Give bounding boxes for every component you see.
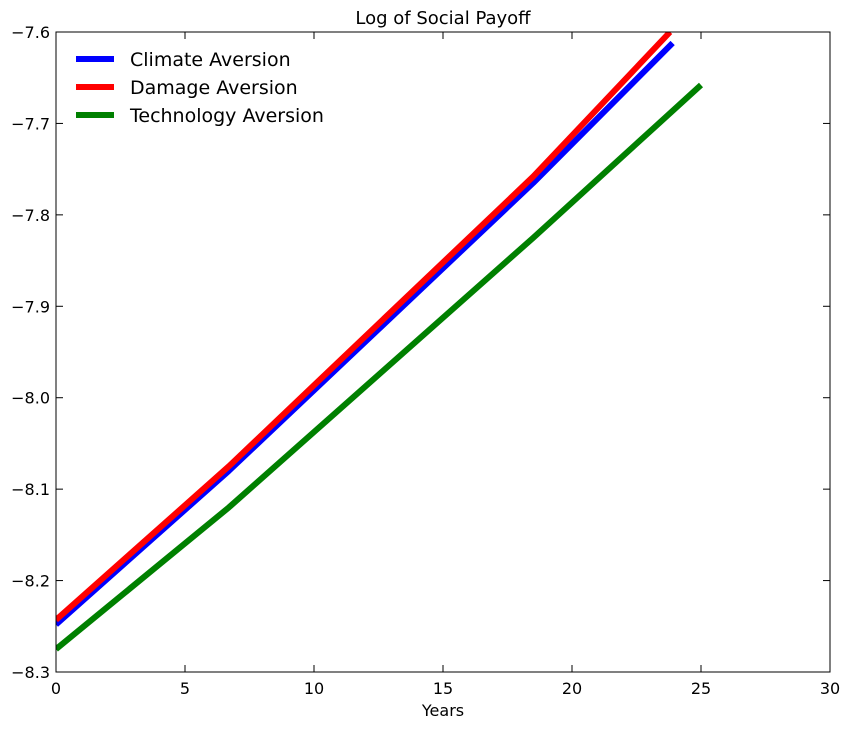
plot-area — [55, 31, 831, 673]
y-tick-label: −8.3 — [11, 663, 50, 682]
legend-label-1: Climate Aversion — [130, 49, 291, 71]
x-tick-label: 15 — [433, 679, 453, 698]
x-tick-label: 0 — [51, 679, 61, 698]
legend: Climate Aversion Damage Aversion Technolog… — [76, 49, 324, 127]
y-tick-label: −8.0 — [11, 389, 50, 408]
legend-label-2: Damage Aversion — [130, 77, 298, 99]
chart-title: Log of Social Payoff — [355, 8, 531, 29]
x-tick-label: 5 — [180, 679, 190, 698]
x-axis-title: Years — [421, 701, 464, 720]
y-tick-label: −8.2 — [11, 572, 50, 591]
series-line-3 — [56, 82, 704, 652]
y-tick-label: −7.6 — [11, 23, 50, 42]
y-tick-label: −7.9 — [11, 297, 50, 316]
axis-ticks: 0 5 10 15 20 25 30 −8.3 −8.2 −8.1 −8.0 −7.9 −7.8 −7.7… — [11, 23, 840, 698]
x-tick-label: 10 — [304, 679, 324, 698]
x-tick-label: 30 — [820, 679, 840, 698]
series-line-2 — [56, 32, 673, 623]
x-tick-label: 20 — [562, 679, 582, 698]
x-tick-label: 25 — [691, 679, 711, 698]
y-tick-label: −8.1 — [11, 480, 50, 499]
y-tick-label: −7.7 — [11, 114, 50, 133]
series-line-1 — [56, 40, 675, 627]
legend-label-3: Technology Aversion — [129, 105, 324, 127]
y-tick-label: −7.8 — [11, 206, 50, 225]
series-layer — [56, 32, 704, 652]
